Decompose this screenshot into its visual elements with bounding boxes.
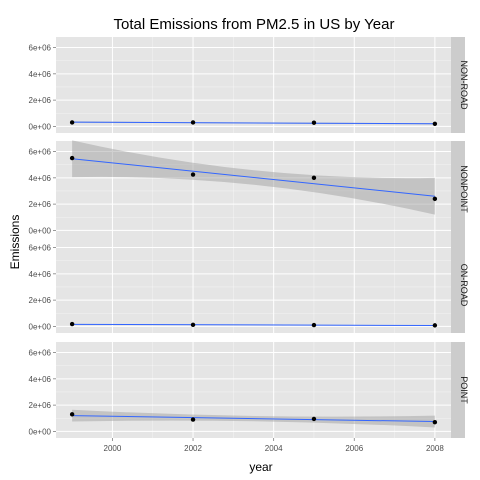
data-point	[69, 321, 75, 327]
data-point	[311, 322, 317, 328]
y-tick-label: 2e+06	[29, 401, 52, 410]
y-tick-label: 6e+06	[29, 244, 52, 253]
y-tick-label: 4e+06	[29, 70, 52, 79]
facet-nonpoint: 0e+00 2e+06 4e+06 6e+06 NONPOINT	[29, 140, 469, 237]
panel-background	[56, 342, 451, 438]
y-axis-title: Emissions	[8, 215, 22, 270]
y-tick-label: 6e+06	[29, 349, 52, 358]
data-point	[190, 120, 196, 125]
panel-background	[56, 141, 451, 237]
facet-strip	[451, 342, 465, 438]
facet-strip	[451, 141, 465, 237]
data-point	[69, 155, 75, 161]
x-tick-label: 2004	[265, 444, 283, 453]
facet-strip-label: ON-ROAD	[459, 264, 469, 307]
y-tick-label: 0e+00	[29, 322, 52, 331]
facet-panels: 0e+00 2e+06 4e+06 6e+06 NON-ROAD 0e+00 2e+06 4e…	[29, 37, 469, 453]
chart-title: Total Emissions from PM2.5 in US by Year	[114, 16, 395, 33]
data-point	[190, 417, 196, 422]
facet-on-road: 0e+00 2e+06 4e+06 6e+06 ON-ROAD	[29, 237, 469, 333]
facet-non-road: 0e+00 2e+06 4e+06 6e+06 NON-ROAD	[29, 37, 469, 133]
y-tick-label: 6e+06	[29, 44, 52, 53]
data-point	[190, 172, 196, 177]
y-tick-label: 0e+00	[29, 427, 52, 436]
data-point	[432, 196, 438, 202]
data-point	[190, 322, 196, 328]
facet-strip	[451, 37, 465, 133]
x-tick-label: 2008	[426, 444, 444, 453]
y-tick-label: 4e+06	[29, 375, 52, 384]
y-tick-label: 4e+06	[29, 270, 52, 279]
regression-line	[72, 415, 435, 423]
y-tick-label: 2e+06	[29, 96, 52, 105]
data-point	[69, 412, 75, 417]
y-tick-label: 2e+06	[29, 200, 52, 209]
data-point	[311, 416, 317, 422]
data-point	[311, 120, 317, 125]
facet-strip-label: NON-ROAD	[459, 61, 469, 110]
regression-line	[72, 323, 435, 327]
y-tick-label: 0e+00	[29, 226, 52, 235]
y-tick-label: 2e+06	[29, 296, 52, 305]
regression-line	[72, 121, 435, 125]
y-tick-label: 0e+00	[29, 122, 52, 131]
data-point	[432, 121, 438, 126]
panel-background	[56, 237, 451, 333]
facet-strip	[451, 237, 465, 333]
data-point	[432, 323, 438, 328]
data-point	[311, 175, 317, 181]
x-axis-title: year	[249, 460, 272, 474]
x-tick-label: 2000	[104, 444, 122, 453]
y-tick-label: 6e+06	[29, 148, 52, 157]
facet-strip-label: NONPOINT	[459, 165, 469, 213]
regression-line	[72, 158, 435, 197]
data-point	[69, 120, 75, 125]
x-tick-label: 2006	[345, 444, 363, 453]
panel-background	[56, 37, 451, 133]
y-tick-label: 4e+06	[29, 174, 52, 183]
x-tick-label: 2002	[184, 444, 202, 453]
facet-point: 0e+00 2e+06 4e+06 6e+06 POINT	[29, 342, 469, 438]
facet-strip-label: POINT	[459, 376, 469, 404]
data-point	[432, 420, 438, 425]
